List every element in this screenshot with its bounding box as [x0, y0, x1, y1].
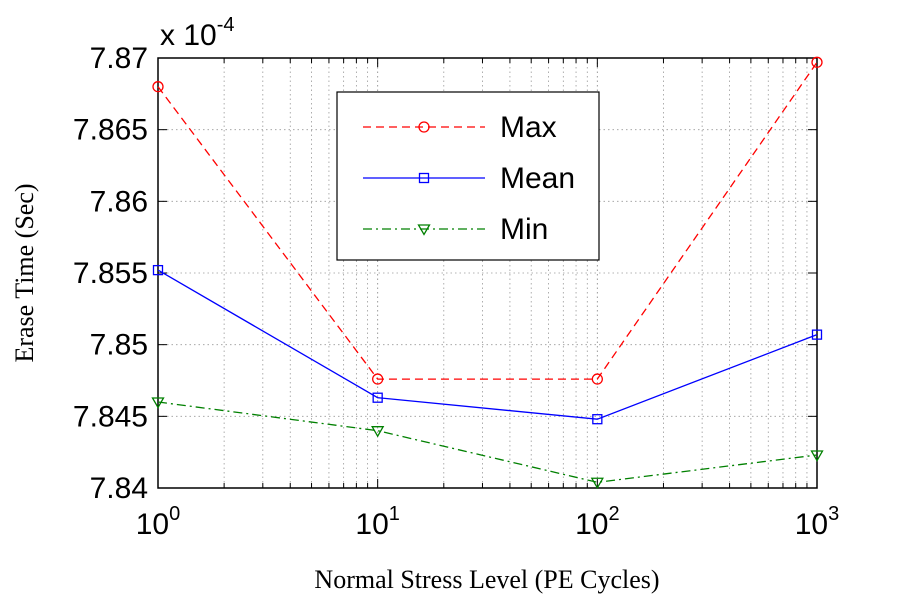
y-tick-label: 7.84	[90, 472, 148, 505]
point-mean	[372, 392, 383, 403]
series-line-mean	[157, 269, 818, 420]
legend-marker-mean	[418, 172, 430, 184]
legend-label-max: Max	[500, 111, 557, 144]
y-tick-label: 7.865	[73, 114, 148, 147]
legend-marker-max	[418, 121, 430, 133]
legend-label-min: Min	[500, 213, 548, 246]
y-tick-label: 7.85	[90, 329, 148, 362]
y-tick-label: 7.87	[90, 42, 148, 75]
point-max	[811, 56, 823, 68]
x-tick-label: 103	[795, 503, 840, 541]
point-mean	[811, 329, 823, 340]
x-axis-label: Normal Stress Level (PE Cycles)	[314, 565, 659, 594]
y-tick-label: 7.86	[90, 185, 148, 218]
point-min	[810, 450, 824, 462]
point-mean	[592, 414, 603, 425]
data-series	[151, 56, 824, 490]
y-multiplier-base: x 10	[160, 19, 217, 52]
x-tick-exp: 3	[828, 503, 839, 525]
y-axis-label: Erase Time (Sec)	[10, 183, 39, 362]
legend-marker-min	[417, 224, 431, 236]
axis-ticks	[157, 57, 818, 489]
point-max	[372, 373, 384, 385]
point-max	[591, 373, 603, 385]
series-line-min	[157, 401, 818, 483]
legend: Max Mean Min	[336, 91, 600, 261]
x-tick-base: 10	[136, 508, 169, 541]
x-tick-label: 101	[355, 503, 400, 541]
y-tick-label: 7.845	[73, 400, 148, 433]
y-multiplier: x 10-4	[160, 14, 235, 52]
x-tick-exp: 2	[608, 503, 619, 525]
x-tick-label: 100	[136, 503, 181, 541]
legend-label-mean: Mean	[500, 162, 575, 195]
point-min	[151, 397, 165, 409]
x-tick-base: 10	[795, 508, 828, 541]
x-tick-label: 102	[575, 503, 620, 541]
x-tick-exp: 0	[169, 503, 180, 525]
point-min	[371, 426, 385, 438]
point-mean	[152, 264, 164, 276]
x-tick-base: 10	[355, 508, 388, 541]
point-min	[590, 477, 604, 490]
x-tick-exp: 1	[389, 503, 400, 525]
y-tick-label: 7.855	[73, 257, 148, 290]
series-line-max	[157, 61, 818, 380]
point-max	[152, 81, 164, 93]
x-tick-base: 10	[575, 508, 608, 541]
legend-box	[336, 91, 600, 261]
y-multiplier-exp: -4	[217, 14, 235, 36]
